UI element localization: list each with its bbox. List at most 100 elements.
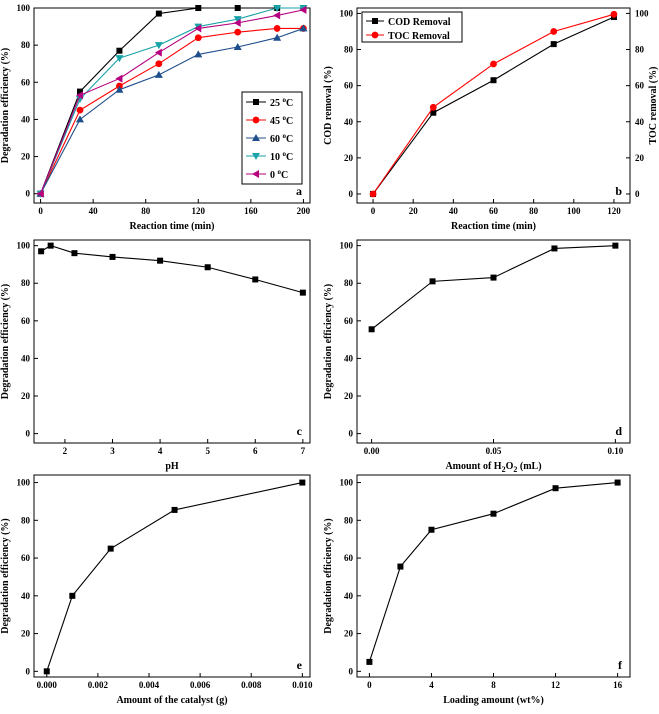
x-axis-title-e: Amount of the catalyst (g) (116, 695, 227, 706)
y-tick-label-b: 60 (344, 81, 354, 91)
data-point-a-4 (154, 48, 162, 57)
data-point-b-1 (610, 10, 618, 18)
data-point-f-0 (366, 658, 373, 665)
y-tick-label-f: 40 (344, 591, 354, 601)
data-point-a-3 (233, 16, 242, 24)
data-point-a-2 (273, 33, 282, 41)
data-point-f-0 (552, 485, 559, 492)
data-point-d-0 (612, 242, 619, 249)
data-point-a-2 (154, 70, 163, 78)
panel-letter-c: c (297, 424, 303, 438)
plot-frame-c (33, 239, 311, 444)
data-point-a-2 (194, 50, 203, 58)
y-tick-label-c: 20 (21, 391, 31, 401)
x-axis-title-f: Loading amount (wt%) (443, 695, 544, 706)
data-point-f-0 (397, 563, 404, 570)
data-point-d-0 (490, 274, 497, 281)
legend-label-part: C (281, 170, 288, 181)
legend-marker-b (371, 31, 379, 39)
legend-label-part: 45 (270, 116, 283, 127)
data-point-c-0 (38, 248, 45, 255)
y-tick-label-b: 20 (344, 153, 354, 163)
chart-panel-d: 0.00 0.05 0.10 0 20 40 60 80 100 Degradation effi… (323, 239, 631, 474)
x-tick-label-a: 0 (38, 206, 43, 216)
data-point-a-2 (299, 24, 308, 32)
x-tick-label-c: 4 (158, 446, 163, 456)
y-tick-label-a: 80 (21, 40, 31, 50)
legend-label-part: 10 (270, 152, 283, 163)
legend-marker-a (252, 170, 259, 178)
y-tick-label-d: 40 (344, 353, 354, 363)
y-tick-label-c: 80 (21, 278, 31, 288)
x-tick-label-f: 12 (551, 680, 561, 690)
data-point-a-1 (155, 60, 163, 68)
y-tick-label-d: 0 (349, 429, 354, 439)
x-tick-label-b: 0 (371, 206, 376, 216)
panel-letter-b: b (615, 184, 622, 198)
y-right-tick-label-b: 0 (635, 189, 640, 199)
y-tick-label-f: 0 (349, 666, 354, 676)
legend-label-a: 10 oC (270, 150, 293, 163)
legend-b: COD Removal TOC Removal (361, 11, 463, 43)
series-line-d-0 (371, 245, 616, 330)
series-line-b-0 (372, 16, 615, 195)
x-tick-label-a: 200 (297, 206, 311, 216)
x-tick-label-a: 120 (192, 206, 206, 216)
series-line-a-4 (40, 9, 304, 194)
legend-label-part: C (286, 98, 293, 109)
y-tick-label-e: 80 (21, 515, 31, 525)
y-axis-title-a: Degradation efficiency (%) (0, 48, 11, 164)
data-point-c-0 (252, 276, 259, 283)
data-point-b-1 (369, 190, 377, 198)
legend-label-a: 60 oC (270, 132, 293, 145)
series-line-a-2 (40, 27, 304, 194)
chart-panel-b: 0 20 40 60 80 100 120 0 20 40 60 80 100 0 20 40 60 80 100 T… (323, 7, 659, 232)
y-tick-label-b: 0 (349, 189, 354, 199)
data-point-e-0 (299, 479, 306, 486)
x-tick-label-b: 20 (409, 206, 419, 216)
x-axis-title-part: 2 (513, 465, 517, 474)
chart-panel-c: 2 3 4 5 6 7 0 20 40 60 80 100 Degradation efficiency… (0, 239, 311, 472)
y-axis-title-c: Degradation efficiency (%) (0, 284, 11, 400)
data-point-a-4 (299, 5, 307, 14)
data-point-a-4 (76, 91, 83, 100)
data-point-e-0 (43, 668, 50, 675)
legend-marker-a (252, 153, 260, 160)
legend-marker-a (253, 99, 259, 105)
data-point-e-0 (171, 506, 178, 513)
data-point-a-0 (155, 10, 162, 17)
data-point-a-3 (115, 55, 124, 63)
legend-label-part: C (286, 116, 293, 127)
x-tick-label-e: 0.004 (139, 680, 160, 690)
data-point-b-0 (550, 41, 557, 48)
data-point-a-4 (273, 11, 281, 20)
x-tick-label-f: 4 (429, 680, 434, 690)
legend-marker-b (372, 18, 378, 24)
y-axis-title-e: Degradation efficiency (%) (0, 518, 11, 634)
x-tick-label-a: 160 (244, 206, 258, 216)
x-tick-label-b: 40 (449, 206, 459, 216)
data-point-c-0 (109, 253, 116, 260)
y-tick-label-e: 40 (21, 591, 31, 601)
x-axis-title-b: Reaction time (min) (451, 221, 536, 232)
data-point-a-4 (233, 18, 241, 27)
legend-label-a: 45 oC (270, 114, 293, 127)
y-tick-label-a: 20 (21, 152, 31, 162)
y-tick-label-f: 20 (344, 629, 354, 639)
x-tick-label-d: 0.10 (608, 446, 624, 456)
legend-label-part: 60 (270, 134, 283, 145)
panel-letter-a: a (296, 184, 302, 198)
data-point-f-0 (428, 526, 435, 533)
data-point-f-0 (490, 510, 497, 517)
x-tick-label-d: 0.05 (486, 446, 502, 456)
panel-letter-f: f (618, 658, 623, 672)
y-tick-label-b: 100 (340, 8, 354, 18)
x-axis-title-c: pH (165, 461, 179, 472)
data-point-a-4 (194, 24, 202, 33)
legend-label-b: COD Removal (388, 17, 451, 28)
x-tick-label-c: 5 (205, 446, 210, 456)
data-point-b-1 (429, 103, 437, 111)
y-tick-label-f: 100 (340, 478, 354, 488)
x-tick-label-b: 120 (607, 206, 621, 216)
